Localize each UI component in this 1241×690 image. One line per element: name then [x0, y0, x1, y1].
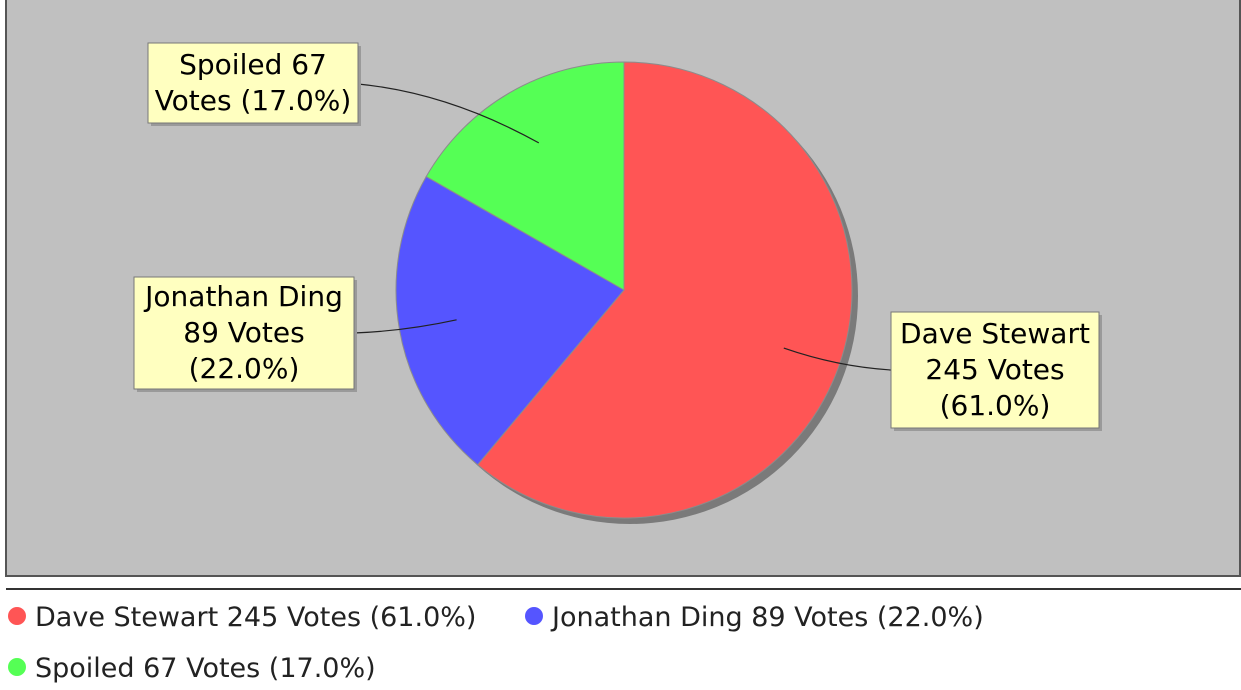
slice-label-line: (61.0%): [940, 389, 1051, 422]
legend-item-spoiled: Spoiled 67 Votes (17.0%): [8, 653, 376, 684]
pie-slice-dave-stewart: [476, 61, 853, 519]
slice-label-line: 245 Votes: [925, 353, 1064, 386]
legend-swatch: [8, 607, 26, 625]
label-box: [133, 276, 355, 390]
legend: Dave Stewart 245 Votes (61.0%) Jonathan D…: [8, 602, 984, 684]
leader-line-dave-stewart: [783, 347, 892, 371]
legend-item-dave-stewart: Dave Stewart 245 Votes (61.0%): [8, 602, 476, 633]
leader-line-jonathan-ding: [353, 319, 457, 334]
pie: [395, 61, 858, 524]
label-box: [890, 311, 1100, 429]
slice-label-line: Votes (17.0%): [155, 84, 352, 117]
pie-slice-spoiled: [425, 61, 625, 291]
leader-line-spoiled: [357, 83, 540, 144]
legend-label: Dave Stewart 245 Votes (61.0%): [35, 602, 476, 633]
legend-item-jonathan-ding: Jonathan Ding 89 Votes (22.0%): [525, 602, 984, 633]
slice-label-line: Dave Stewart: [900, 317, 1090, 350]
legend-label: Jonathan Ding 89 Votes (22.0%): [550, 602, 984, 633]
label-box: [147, 42, 359, 124]
slice-label-line: 89 Votes: [183, 316, 304, 349]
slice-label-line: Spoiled 67: [179, 48, 327, 81]
legend-swatch: [8, 658, 26, 676]
legend-swatch: [525, 607, 543, 625]
slice-label-line: (22.0%): [189, 352, 300, 385]
legend-label: Spoiled 67 Votes (17.0%): [35, 653, 376, 684]
slice-label-line: Jonathan Ding: [143, 280, 343, 313]
